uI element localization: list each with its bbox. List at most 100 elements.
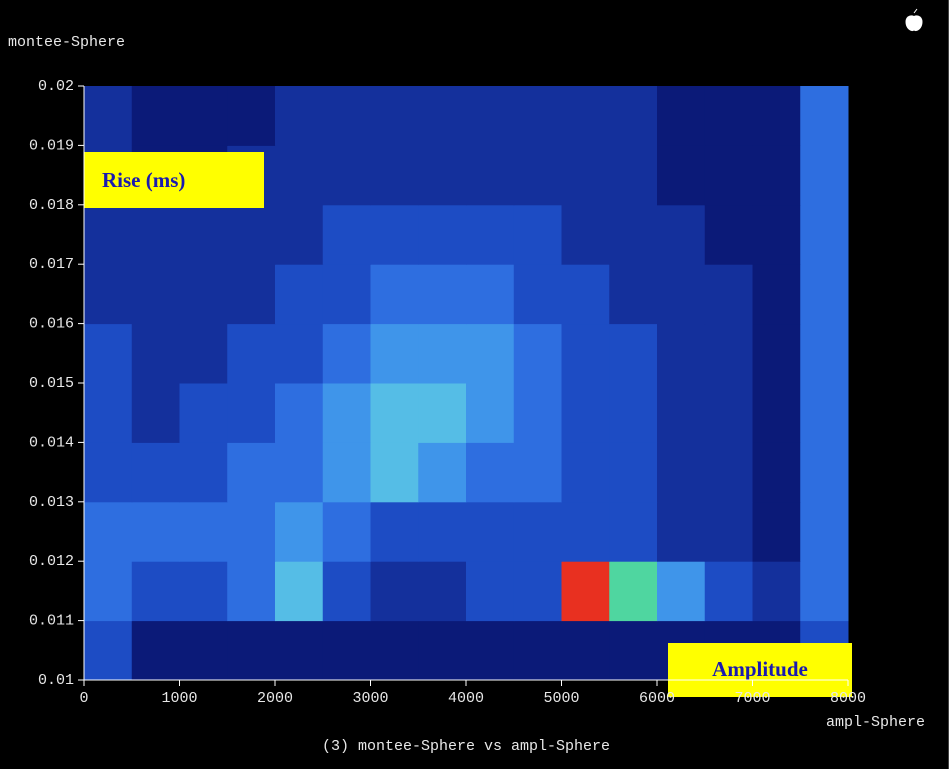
heatmap-cell: [370, 323, 419, 384]
x-tick-label: 8000: [830, 690, 866, 707]
heatmap-cell: [513, 561, 562, 622]
heatmap-cell: [322, 323, 371, 384]
heatmap-cell: [418, 561, 467, 622]
heatmap-cell: [275, 264, 324, 325]
heatmap-cell: [704, 501, 753, 562]
heatmap-cell: [513, 86, 562, 146]
heatmap-cell: [179, 620, 228, 681]
heatmap-cell: [370, 204, 419, 265]
heatmap-cell: [227, 620, 276, 681]
heatmap-cell: [561, 204, 610, 265]
y-tick-label: 0.016: [29, 316, 74, 333]
heatmap-cell: [704, 145, 753, 206]
heatmap-cell: [131, 264, 180, 325]
heatmap-cell: [84, 383, 133, 443]
heatmap-cell: [131, 323, 180, 384]
heatmap-cells: [84, 86, 849, 681]
x-tick-label: 4000: [448, 690, 484, 707]
heatmap-cell: [275, 561, 324, 622]
heatmap-cell: [704, 442, 753, 503]
heatmap-cell: [131, 501, 180, 562]
heatmap-cell: [466, 86, 515, 146]
heatmap-cell: [657, 561, 706, 622]
y-tick-label: 0.017: [29, 256, 74, 273]
heatmap-cell: [370, 264, 419, 325]
heatmap-cell: [418, 145, 467, 206]
heatmap-cell: [418, 442, 467, 503]
heatmap-cell: [704, 264, 753, 325]
heatmap-cell: [84, 264, 133, 325]
heatmap-cell: [370, 620, 419, 681]
heatmap-cell: [752, 204, 801, 265]
heatmap-cell: [322, 501, 371, 562]
heatmap-cell: [131, 620, 180, 681]
heatmap-cell: [561, 620, 610, 681]
heatmap-cell: [466, 264, 515, 325]
heatmap-cell: [752, 383, 801, 443]
heatmap-cell: [179, 442, 228, 503]
heatmap-cell: [179, 383, 228, 443]
x-tick-label: 0: [79, 690, 88, 707]
heatmap-cell: [609, 501, 658, 562]
heatmap-cell: [657, 204, 706, 265]
heatmap-cell: [466, 323, 515, 384]
y-tick-label: 0.012: [29, 553, 74, 570]
heatmap-cell: [800, 86, 849, 146]
heatmap-cell: [752, 561, 801, 622]
y-tick-label: 0.014: [29, 434, 74, 451]
heatmap-cell: [322, 442, 371, 503]
heatmap-cell: [800, 442, 849, 503]
heatmap-cell: [227, 442, 276, 503]
heatmap-cell: [131, 442, 180, 503]
heatmap-cell: [227, 86, 276, 146]
heatmap-cell: [466, 383, 515, 443]
heatmap-cell: [657, 264, 706, 325]
heatmap-cell: [131, 561, 180, 622]
heatmap-cell: [513, 204, 562, 265]
heatmap-cell: [657, 86, 706, 146]
heatmap-cell: [84, 620, 133, 681]
heatmap-cell: [227, 383, 276, 443]
heatmap-cell: [513, 620, 562, 681]
chart-title: (3) montee-Sphere vs ampl-Sphere: [322, 738, 610, 755]
heatmap-cell: [275, 383, 324, 443]
x-tick-label: 1000: [161, 690, 197, 707]
annotation-box: [668, 643, 852, 697]
heatmap-cell: [752, 323, 801, 384]
heatmap-cell: [800, 561, 849, 622]
heatmap-cell: [418, 620, 467, 681]
heatmap-cell: [370, 501, 419, 562]
heatmap-cell: [513, 442, 562, 503]
heatmap-cell: [179, 86, 228, 146]
x-tick-label: 2000: [257, 690, 293, 707]
y-axis-label: montee-Sphere: [8, 34, 125, 51]
heatmap-cell: [466, 442, 515, 503]
heatmap-cell: [800, 383, 849, 443]
heatmap-cell: [657, 145, 706, 206]
heatmap-cell: [704, 86, 753, 146]
heatmap-cell: [418, 204, 467, 265]
heatmap-cell: [609, 383, 658, 443]
heatmap-cell: [179, 501, 228, 562]
heatmap-cell: [275, 620, 324, 681]
heatmap-cell: [418, 323, 467, 384]
heatmap-cell: [370, 145, 419, 206]
heatmap-cell: [609, 323, 658, 384]
heatmap-cell: [513, 501, 562, 562]
y-tick-label: 0.01: [38, 672, 74, 689]
y-tick-label: 0.011: [29, 613, 74, 630]
apple-icon: [905, 8, 923, 31]
heatmap-cell: [561, 86, 610, 146]
heatmap-cell: [418, 264, 467, 325]
heatmap-cell: [609, 264, 658, 325]
heatmap-cell: [513, 264, 562, 325]
heatmap-cell: [370, 86, 419, 146]
heatmap-cell: [179, 264, 228, 325]
heatmap-cell: [322, 620, 371, 681]
heatmap-cell: [418, 86, 467, 146]
heatmap-cell: [179, 204, 228, 265]
heatmap-cell: [370, 442, 419, 503]
annotation: Amplitude: [712, 657, 808, 681]
heatmap-cell: [322, 86, 371, 146]
heatmap-cell: [609, 86, 658, 146]
